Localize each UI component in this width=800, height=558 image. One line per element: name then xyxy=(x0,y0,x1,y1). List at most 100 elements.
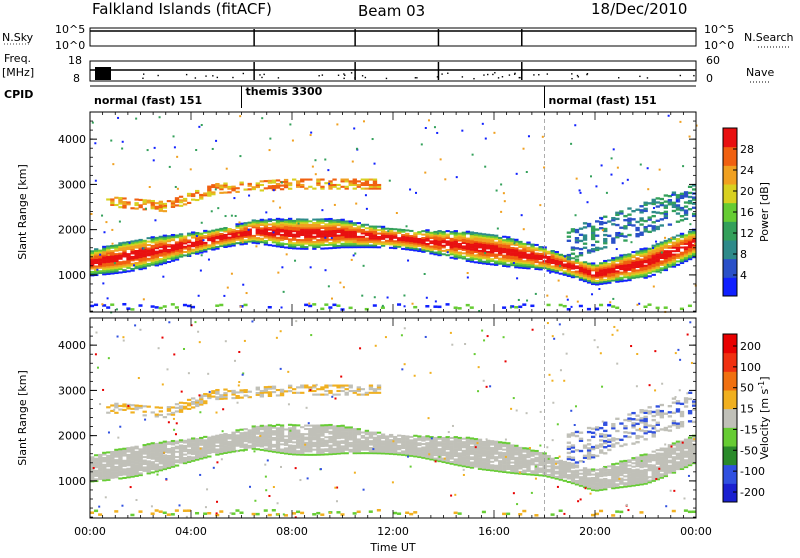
heatmap-cell xyxy=(324,227,328,229)
heatmap-speck xyxy=(526,171,528,173)
heatmap-cell xyxy=(648,262,652,264)
heatmap-cell xyxy=(143,451,147,453)
heatmap-cell xyxy=(365,432,369,434)
heatmap-cell xyxy=(369,444,373,446)
heatmap-cell xyxy=(332,184,336,186)
heatmap-cell xyxy=(276,226,280,228)
heatmap-cell xyxy=(159,468,163,470)
heatmap-speck xyxy=(539,204,541,206)
heatmap-cell xyxy=(288,225,292,227)
heatmap-cell xyxy=(304,454,308,456)
heatmap-cell xyxy=(235,397,239,399)
heatmap-cell xyxy=(235,223,239,225)
heatmap-cell xyxy=(389,434,393,436)
freq-dot xyxy=(143,73,144,74)
heatmap-cell xyxy=(506,466,510,468)
heatmap-cell xyxy=(357,238,361,240)
heatmap-cell xyxy=(171,206,175,208)
heatmap-cell xyxy=(155,448,159,450)
heatmap-cell xyxy=(397,232,401,234)
heatmap-cell xyxy=(203,393,207,395)
heatmap-cell xyxy=(425,458,429,460)
heatmap-cell xyxy=(583,222,587,224)
heatmap-cell xyxy=(296,186,300,188)
heatmap-cell xyxy=(98,260,102,262)
heatmap-speck xyxy=(577,301,579,303)
heatmap-cell xyxy=(530,247,534,249)
heatmap-cell xyxy=(264,450,268,452)
heatmap-cell xyxy=(211,436,215,438)
heatmap-cell xyxy=(478,456,482,458)
heatmap-cell xyxy=(474,454,478,456)
heatmap-cell xyxy=(336,229,340,231)
heatmap-cell xyxy=(470,235,474,237)
heatmap-cell xyxy=(579,279,583,281)
heatmap-cell xyxy=(231,445,235,447)
heatmap-cell xyxy=(260,392,264,394)
heatmap-cell xyxy=(599,262,603,264)
nsearch-tick-top: 10^5 xyxy=(704,23,734,36)
heatmap-cell xyxy=(688,200,692,202)
heatmap-cell xyxy=(652,201,656,203)
heatmap-cell xyxy=(583,226,587,228)
heatmap-cell xyxy=(530,474,534,476)
heatmap-cell xyxy=(114,253,118,255)
heatmap-cell xyxy=(102,469,106,471)
heatmap-speck xyxy=(437,232,439,234)
heatmap-cell xyxy=(486,466,490,468)
heatmap-cell xyxy=(252,432,256,434)
heatmap-cell xyxy=(304,237,308,239)
heatmap-cell xyxy=(300,220,304,222)
heatmap-cell xyxy=(183,239,187,241)
heatmap-cell xyxy=(684,214,688,216)
heatmap-cell xyxy=(377,388,381,390)
heatmap-speck xyxy=(99,254,101,256)
heatmap-cell xyxy=(514,457,518,459)
heatmap-cell xyxy=(110,466,114,468)
heatmap-cell xyxy=(579,262,583,264)
heatmap-cell xyxy=(417,453,421,455)
heatmap-cell xyxy=(171,248,175,250)
heatmap-cell xyxy=(676,255,680,257)
heatmap-cell xyxy=(454,453,458,455)
heatmap-cell xyxy=(126,258,130,260)
heatmap-cell xyxy=(393,242,397,244)
heatmap-cell xyxy=(138,464,142,466)
heatmap-cell xyxy=(284,221,288,223)
heatmap-cell xyxy=(490,447,494,449)
heatmap-cell xyxy=(538,469,542,471)
heatmap-speck xyxy=(374,163,376,165)
heatmap-cell xyxy=(235,187,239,189)
heatmap-cell xyxy=(159,407,163,409)
heatmap-cell xyxy=(611,264,615,266)
heatmap-cell xyxy=(219,446,223,448)
heatmap-cell xyxy=(219,245,223,247)
heatmap-cell xyxy=(130,455,134,457)
heatmap-cell xyxy=(437,438,441,440)
heatmap-cell xyxy=(353,232,357,234)
heatmap-cell xyxy=(175,250,179,252)
heatmap-cell xyxy=(147,453,151,455)
heatmap-speck xyxy=(208,259,210,261)
heatmap-cell xyxy=(591,236,595,238)
heatmap-cell xyxy=(603,269,607,271)
heatmap-cell xyxy=(147,254,151,256)
heatmap-cell xyxy=(518,454,522,456)
heatmap-cell xyxy=(304,433,308,435)
heatmap-cell xyxy=(571,249,575,251)
heatmap-cell xyxy=(304,232,308,234)
heatmap-cell xyxy=(151,454,155,456)
heatmap-cell xyxy=(648,218,652,220)
heatmap-cell xyxy=(425,444,429,446)
heatmap-cell xyxy=(534,450,538,452)
heatmap-cell xyxy=(377,238,381,240)
heatmap-cell xyxy=(122,242,126,244)
heatmap-speck xyxy=(325,269,327,271)
heatmap-cell xyxy=(680,236,684,238)
heatmap-cell xyxy=(171,236,175,238)
heatmap-cell xyxy=(239,228,243,230)
heatmap-cell xyxy=(284,390,288,392)
heatmap-cell xyxy=(462,256,466,258)
heatmap-cell xyxy=(486,253,490,255)
heatmap-cell xyxy=(397,453,401,455)
